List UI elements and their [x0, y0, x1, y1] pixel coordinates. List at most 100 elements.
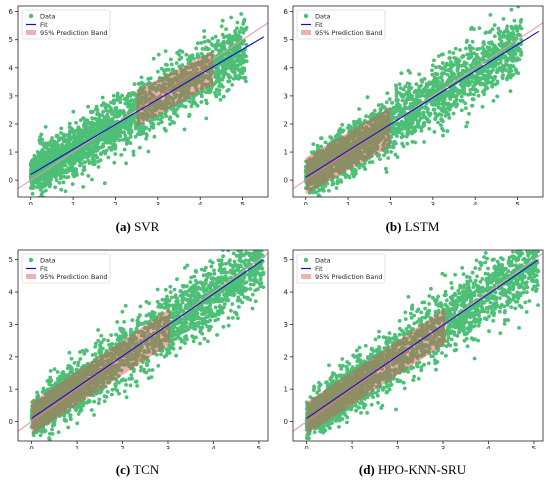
data-point — [227, 79, 232, 84]
data-point — [100, 134, 105, 139]
data-point — [43, 155, 48, 160]
data-point — [173, 76, 177, 80]
data-point — [84, 151, 88, 156]
data-point — [518, 49, 522, 54]
data-point — [474, 54, 479, 59]
data-point — [109, 148, 114, 152]
data-point — [200, 78, 205, 83]
data-point — [49, 143, 53, 148]
plot-area — [293, 6, 543, 197]
data-point — [418, 112, 423, 116]
data-point — [50, 153, 55, 158]
data-point — [39, 150, 44, 154]
data-point — [146, 149, 151, 154]
data-point — [489, 80, 494, 85]
data-point — [114, 98, 119, 102]
y-tick-label: 2 — [9, 120, 13, 128]
data-point — [311, 190, 316, 195]
caption-svr: (a) SVR — [0, 219, 275, 235]
data-point — [137, 89, 142, 94]
data-point — [186, 85, 190, 89]
data-point — [90, 177, 94, 182]
data-point — [441, 133, 445, 138]
data-point — [484, 30, 489, 35]
data-point — [195, 55, 200, 60]
data-point — [109, 138, 114, 143]
data-point — [79, 156, 84, 160]
data-point — [338, 126, 343, 131]
data-point — [73, 161, 77, 165]
data-point — [208, 89, 213, 94]
data-point — [183, 104, 188, 109]
data-point — [192, 79, 197, 84]
data-point — [444, 102, 448, 107]
data-point — [111, 133, 116, 138]
data-point — [453, 46, 458, 51]
data-point — [232, 54, 237, 59]
data-point — [241, 30, 246, 35]
data-point — [75, 150, 79, 155]
data-point — [399, 71, 404, 76]
data-point — [157, 76, 162, 80]
data-point — [91, 159, 96, 164]
data-point — [501, 31, 506, 36]
data-point — [67, 121, 72, 126]
y-tick-label: 6 — [9, 8, 14, 16]
data-point — [238, 75, 243, 80]
data-point — [209, 80, 214, 85]
data-point — [128, 141, 133, 146]
data-point — [216, 43, 221, 48]
y-tick-label: 0 — [9, 177, 13, 185]
data-point — [235, 76, 239, 81]
data-point — [46, 150, 50, 154]
data-point — [470, 61, 475, 66]
data-point — [87, 153, 92, 158]
data-point — [220, 62, 225, 67]
data-point — [117, 138, 122, 143]
data-point — [460, 55, 464, 59]
data-point — [335, 181, 340, 186]
data-point — [131, 98, 135, 103]
data-point — [151, 122, 156, 127]
data-point — [398, 86, 403, 90]
data-point — [450, 94, 454, 99]
data-point — [44, 188, 48, 193]
data-point — [355, 163, 359, 168]
data-point — [37, 138, 42, 143]
data-point — [108, 141, 113, 145]
data-point — [123, 101, 128, 106]
data-point — [145, 133, 149, 138]
data-point — [191, 56, 196, 61]
data-point — [430, 63, 435, 68]
data-point — [100, 103, 104, 108]
data-point — [70, 141, 75, 146]
data-point — [323, 179, 328, 184]
data-point — [73, 154, 78, 158]
data-point — [95, 122, 100, 126]
data-point — [391, 145, 396, 150]
data-point — [371, 111, 375, 116]
data-point — [147, 85, 152, 90]
data-point — [87, 121, 92, 125]
data-point — [210, 60, 215, 64]
data-point — [163, 49, 168, 53]
data-point — [215, 75, 220, 80]
data-point — [54, 172, 58, 177]
data-point — [144, 93, 148, 98]
data-point — [172, 109, 177, 113]
data-point — [36, 165, 41, 170]
data-point — [35, 160, 40, 165]
data-point — [423, 115, 428, 119]
data-point — [401, 144, 406, 149]
data-point — [420, 80, 425, 84]
data-point — [495, 69, 500, 74]
data-point — [216, 89, 221, 93]
data-point — [111, 93, 116, 98]
data-point — [44, 160, 49, 164]
data-point — [428, 89, 433, 94]
data-point — [384, 148, 388, 153]
data-point — [452, 56, 457, 60]
data-point — [98, 128, 102, 133]
data-point — [353, 122, 357, 127]
